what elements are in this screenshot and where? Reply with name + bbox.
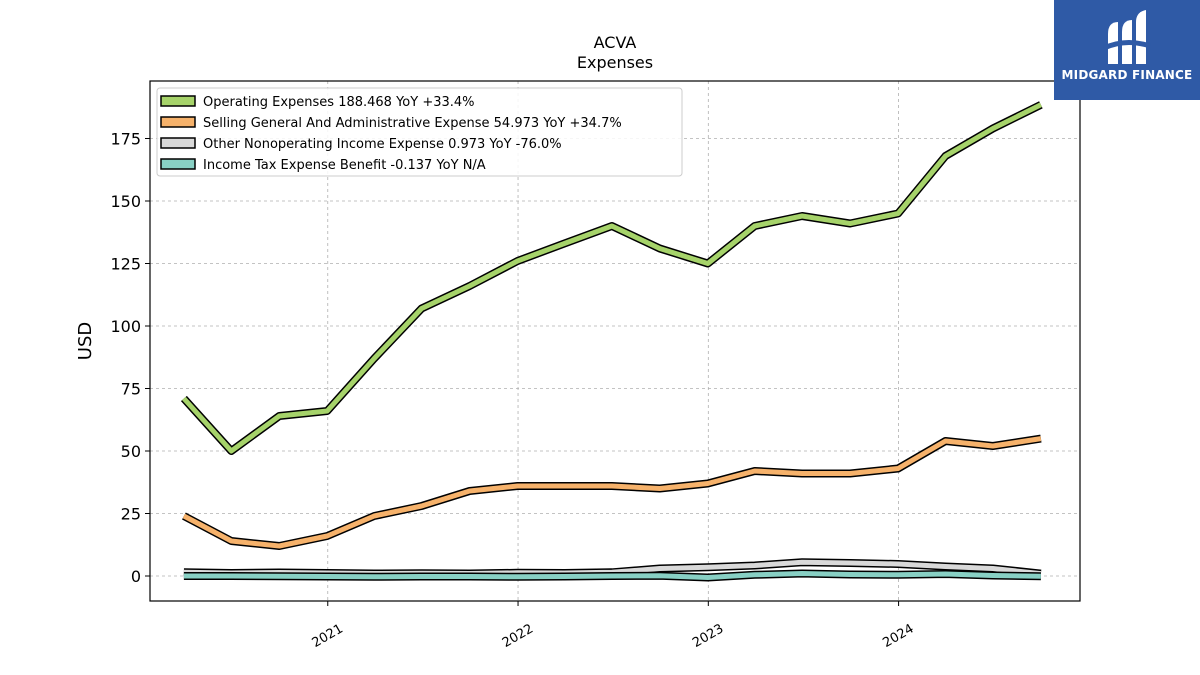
x-tick-label: 2021 — [310, 621, 346, 651]
series-group — [180, 101, 1043, 455]
brand-mark-icon — [1102, 10, 1151, 64]
y-axis: 0 25 50 75 100 125 150 175 — [110, 130, 150, 586]
y-tick-label: 25 — [121, 505, 141, 524]
legend-label: Income Tax Expense Benefit -0.137 YoY N/… — [203, 158, 486, 173]
series-group — [182, 434, 1042, 550]
x-axis: 2021 2022 2023 2024 — [310, 601, 917, 651]
chart-title: ACVA — [594, 33, 637, 52]
brand-name: MIDGARD FINANCE — [1061, 68, 1193, 82]
legend: Operating Expenses 188.468 YoY +33.4% Sel… — [156, 87, 683, 177]
y-tick-label: 100 — [110, 317, 141, 336]
legend-swatch — [160, 95, 196, 107]
legend-label: Other Nonoperating Income Expense 0.973 … — [203, 137, 562, 152]
series-group — [183, 569, 1041, 582]
y-tick-label: 125 — [110, 255, 141, 274]
brand-logo: MIDGARD FINANCE — [1054, 0, 1200, 100]
y-tick-label: 0 — [131, 567, 141, 586]
chart-subtitle: Expenses — [577, 53, 653, 72]
series-outline — [182, 434, 1042, 550]
legend-label: Operating Expenses 188.468 YoY +33.4% — [203, 95, 475, 110]
y-tick-label: 175 — [110, 130, 141, 149]
legend-swatch — [160, 116, 196, 128]
x-tick-label: 2024 — [880, 621, 916, 651]
series-line — [183, 571, 1041, 580]
legend-box — [156, 87, 683, 177]
x-tick-label: 2022 — [500, 621, 536, 651]
series-line — [182, 436, 1042, 549]
legend-swatch — [160, 137, 196, 149]
y-tick-label: 150 — [110, 192, 141, 211]
x-tick-label: 2023 — [690, 621, 726, 651]
y-axis-label: USD — [75, 322, 96, 360]
series-layer — [180, 101, 1043, 582]
plot-frame — [149, 80, 1081, 602]
y-tick-label: 50 — [121, 442, 141, 461]
legend-label: Selling General And Administrative Expen… — [203, 116, 622, 131]
legend-swatch — [160, 158, 196, 170]
y-tick-label: 75 — [121, 380, 141, 399]
